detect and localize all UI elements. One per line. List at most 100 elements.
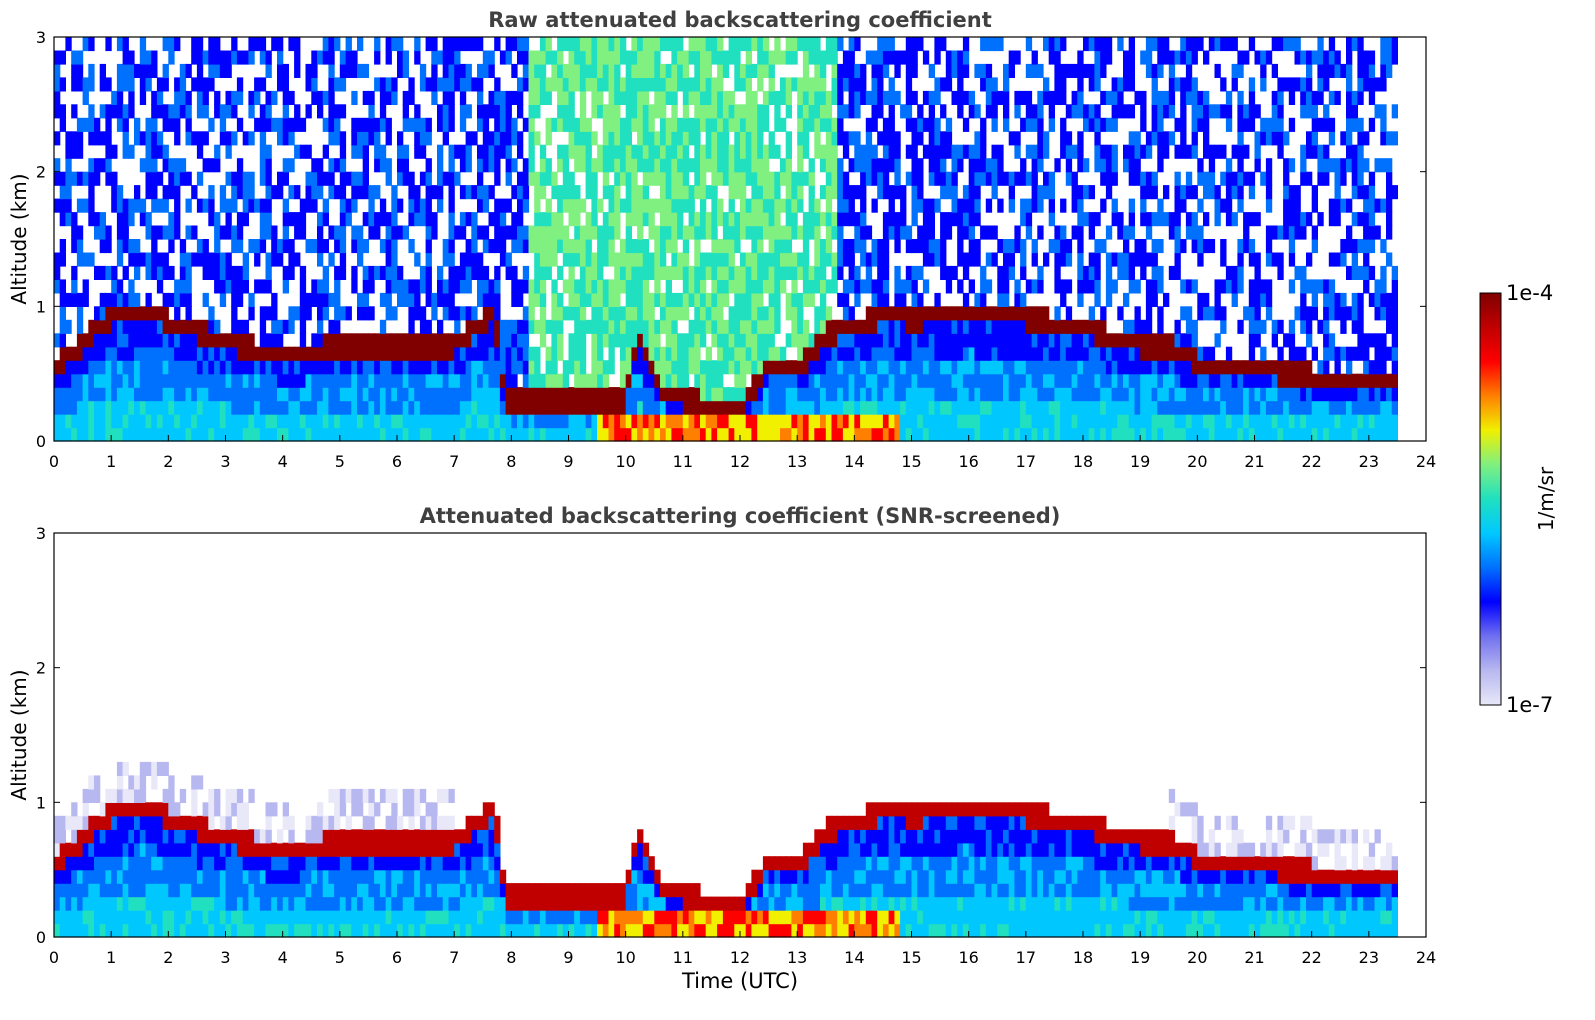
top-heat-cell [1180,117,1187,132]
top-heat-cell [397,225,404,240]
top-heat-cell [711,90,718,105]
top-heat-cell [711,400,718,415]
top-heat-cell [145,333,152,348]
top-heat-cell [128,306,135,321]
top-heat-cell [271,333,278,348]
top-heat-cell [1123,63,1130,78]
top-heat-cell [488,63,495,78]
top-heat-cell [254,427,261,442]
top-heat-cell [928,346,935,361]
top-heat-cell [1351,144,1358,159]
top-heat-cell [740,279,747,294]
top-heat-cell [145,212,152,227]
top-heat-cell [477,414,484,429]
top-heat-cell [1077,90,1084,105]
top-heat-cell [882,333,890,348]
top-heat-cell [499,387,507,402]
top-heat-cell [551,387,558,402]
top-heat-cell [648,131,655,146]
top-heat-cell [631,239,638,254]
top-heat-cell [1014,387,1021,402]
top-heat-cell [71,104,78,119]
top-heat-cell [437,144,444,159]
top-heat-cell [242,360,249,375]
top-heat-cell [871,333,878,348]
top-heat-cell [602,185,610,200]
top-heat-cell [1346,265,1353,280]
top-heat-cell [139,77,147,92]
top-heat-cell [722,427,730,442]
top-heat-cell [288,158,295,173]
top-heat-cell [717,50,724,65]
top-heat-cell [65,198,72,213]
top-heat-cell [1100,333,1107,348]
top-heat-cell [437,104,444,119]
top-heat-cell [248,427,255,442]
top-heat-cell [974,387,981,402]
top-heat-cell [1088,225,1095,240]
top-heat-cell [305,373,312,388]
top-heat-cell [734,279,741,294]
top-heat-cell [219,63,227,78]
top-heat-cell [494,158,501,173]
top-heat-cell [1043,427,1050,442]
top-heat-cell [477,427,484,442]
top-heat-cell [974,212,981,227]
top-heat-cell [505,373,512,388]
top-heat-cell [905,239,913,254]
top-heat-cell [379,198,387,213]
top-heat-cell [665,77,672,92]
top-heat-cell [317,252,324,267]
top-heat-cell [1191,333,1198,348]
top-heat-cell [254,252,261,267]
top-heat-cell [454,414,461,429]
top-heat-cell [1191,319,1198,334]
top-heat-cell [654,90,661,105]
top-heat-cell [1208,373,1216,388]
top-heat-cell [1145,252,1153,267]
top-heat-cell [648,171,655,186]
top-heat-cell [1100,346,1107,361]
top-heat-cell [1180,90,1187,105]
top-heat-cell [431,400,438,415]
top-heat-cell [59,239,66,254]
top-heat-cell [494,239,501,254]
top-heat-cell [174,171,181,186]
top-heat-cell [1128,252,1135,267]
top-heat-cell [1180,373,1187,388]
top-heat-cell [156,400,164,415]
top-heat-cell [1157,373,1164,388]
top-heat-cell [1077,373,1084,388]
top-heat-cell [682,387,690,402]
top-heat-cell [871,171,878,186]
top-heat-cell [665,225,672,240]
top-heat-cell [288,131,295,146]
top-heat-cell [322,346,329,361]
top-heat-cell [1214,212,1221,227]
top-heat-cell [1288,279,1296,294]
top-heat-cell [991,104,998,119]
top-heat-cell [762,265,770,280]
top-heat-cell [1346,373,1353,388]
top-heat-cell [837,427,844,442]
top-heat-cell [928,212,935,227]
top-heat-cell [842,239,850,254]
top-heat-cell [236,279,244,294]
top-heat-cell [871,387,878,402]
top-heat-cell [522,185,530,200]
top-heat-cell [1214,279,1221,294]
top-heat-cell [820,144,827,159]
top-heat-cell [1334,306,1341,321]
top-heat-cell [1277,373,1284,388]
top-heat-cell [65,185,72,200]
top-heat-cell [1077,333,1084,348]
top-heat-cell [837,265,844,280]
top-heat-cell [351,414,358,429]
top-heat-cell [71,77,78,92]
top-heat-cell [740,319,747,334]
top-heat-cell [271,185,278,200]
top-heat-cell [528,292,535,307]
top-heat-cell [1306,360,1313,375]
top-heat-cell [168,185,175,200]
top-heat-cell [1048,50,1055,65]
